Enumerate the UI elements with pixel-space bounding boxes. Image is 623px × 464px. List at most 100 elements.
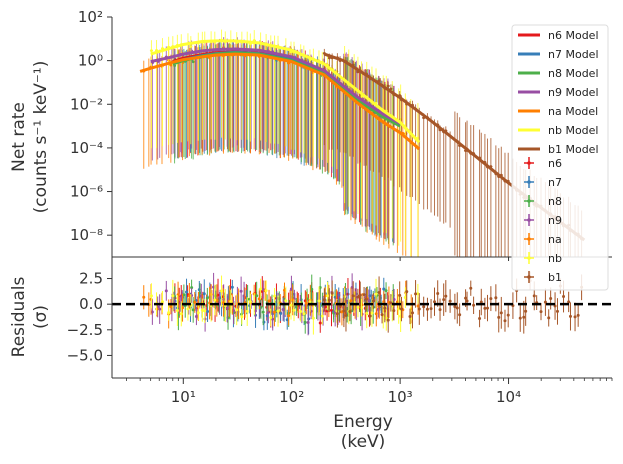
legend-model-label: nb Model — [548, 124, 598, 137]
residual-point-nb — [160, 300, 164, 304]
residual-point-b1 — [330, 291, 334, 295]
residual-point-b1 — [465, 299, 469, 303]
residual-point-b1 — [573, 315, 577, 319]
legend-data-label: nb — [548, 252, 562, 265]
residual-point-b1 — [494, 296, 498, 300]
residual-point-b1 — [362, 293, 366, 297]
residual-point-b1 — [549, 296, 553, 300]
residual-point-nb — [196, 311, 200, 315]
residual-point-nb — [248, 300, 252, 304]
legend-entries: n6 Model n7 Model n8 Model n9 Model na Model… — [518, 29, 599, 284]
residual-point-b1 — [389, 301, 393, 305]
spectrum-y-tick-label: 10⁻⁴ — [70, 139, 103, 157]
residual-point-nb — [269, 316, 273, 320]
residual-point-b1 — [453, 305, 457, 309]
legend-model-label: n6 Model — [548, 29, 599, 42]
residual-point-b1 — [422, 305, 426, 309]
model-curve-na — [139, 52, 421, 151]
residual-point-b1 — [433, 300, 437, 304]
residual-point-nb — [308, 300, 312, 304]
residual-point-nb — [245, 309, 249, 313]
residual-point-n8 — [205, 296, 209, 300]
residual-point-b1 — [377, 291, 381, 295]
residual-point-n8 — [198, 291, 202, 295]
residual-point-b1 — [483, 306, 487, 310]
residual-point-n9 — [194, 314, 198, 318]
residual-point-b1 — [408, 314, 412, 318]
residual-point-nb — [167, 311, 171, 315]
residual-point-b1 — [464, 296, 468, 300]
legend-data-label: na — [548, 233, 562, 246]
residual-point-b1 — [522, 315, 526, 319]
residual-point-n7 — [202, 292, 206, 296]
residual-point-b1 — [411, 311, 415, 315]
residual-point-b1 — [489, 297, 493, 301]
residual-y-ticks: 2.5 0.0 −2.5 −5.0 — [67, 270, 112, 364]
residual-point-nb — [284, 299, 288, 303]
residual-point-b1 — [576, 313, 580, 317]
residual-point-nb — [403, 296, 407, 300]
residual-point-nb — [229, 300, 233, 304]
residual-point-b1 — [405, 290, 409, 294]
spectrum-point-nb — [189, 45, 193, 48]
residual-point-b1 — [567, 300, 571, 304]
residual-point-b1 — [448, 299, 452, 303]
residual-point-na — [181, 306, 185, 310]
residual-point-n8 — [190, 286, 194, 290]
residual-point-nb — [200, 308, 204, 312]
legend-model-label: n7 Model — [548, 48, 599, 61]
residual-point-b1 — [322, 298, 326, 302]
spectrum-y-ticks: 10² 10⁰ 10⁻² 10⁻⁴ 10⁻⁶ 10⁻⁸ — [70, 8, 112, 244]
residual-point-nb — [264, 289, 268, 293]
residual-point-b1 — [371, 299, 375, 303]
residual-point-b1 — [399, 307, 403, 311]
residual-point-b1 — [429, 307, 433, 311]
residual-point-b1 — [478, 317, 482, 321]
spectrum-point-n8 — [191, 60, 195, 64]
residual-point-n9 — [281, 308, 285, 312]
residual-point-n9 — [164, 289, 168, 293]
residual-point-b1 — [386, 318, 390, 322]
residual-point-nb — [276, 309, 280, 313]
residual-point-b1 — [555, 309, 559, 313]
residual-point-b1 — [438, 308, 442, 312]
residual-y-tick-label: −2.5 — [67, 321, 103, 339]
residual-point-na — [169, 305, 173, 309]
residual-point-b1 — [425, 307, 429, 311]
spectrum-y-tick-label: 10⁰ — [78, 52, 103, 70]
legend-data-marker — [527, 256, 531, 260]
residual-point-b1 — [479, 300, 483, 304]
model-curve-nb — [150, 39, 421, 144]
residual-point-nb — [384, 316, 388, 320]
legend-data-marker — [527, 275, 531, 279]
residual-point-b1 — [348, 309, 352, 313]
residual-y-tick-label: 0.0 — [79, 295, 103, 313]
legend-data-marker — [527, 218, 531, 222]
residual-point-n9 — [289, 287, 293, 291]
residual-point-na — [374, 312, 378, 316]
legend-data-label: n9 — [548, 214, 562, 227]
x-label-line2: (keV) — [341, 432, 386, 452]
residual-point-n9 — [392, 298, 396, 302]
residual-point-n7 — [382, 287, 386, 291]
x-tick-label: 10¹ — [171, 388, 196, 406]
residual-point-nb — [289, 303, 293, 307]
residual-point-nb — [273, 294, 277, 298]
residual-point-b1 — [469, 286, 473, 290]
residual-point-b1 — [351, 294, 355, 298]
spectrum-y-tick-label: 10⁻⁶ — [70, 183, 103, 201]
spectrum-point-b1 — [386, 84, 390, 88]
residual-point-b1 — [458, 313, 462, 317]
residual-point-nb — [374, 292, 378, 296]
residual-point-nb — [311, 316, 315, 320]
residual-point-nb — [356, 305, 360, 309]
residual-point-b1 — [383, 306, 387, 310]
residual-point-na — [142, 295, 146, 299]
residual-point-n9 — [150, 310, 154, 314]
spectrum-y-label-line2: (counts s⁻¹ keV⁻¹) — [31, 61, 51, 214]
residual-point-b1 — [327, 298, 331, 302]
legend-data-label: n8 — [548, 195, 562, 208]
residual-point-na — [193, 300, 197, 304]
residual-point-n8 — [261, 310, 265, 314]
